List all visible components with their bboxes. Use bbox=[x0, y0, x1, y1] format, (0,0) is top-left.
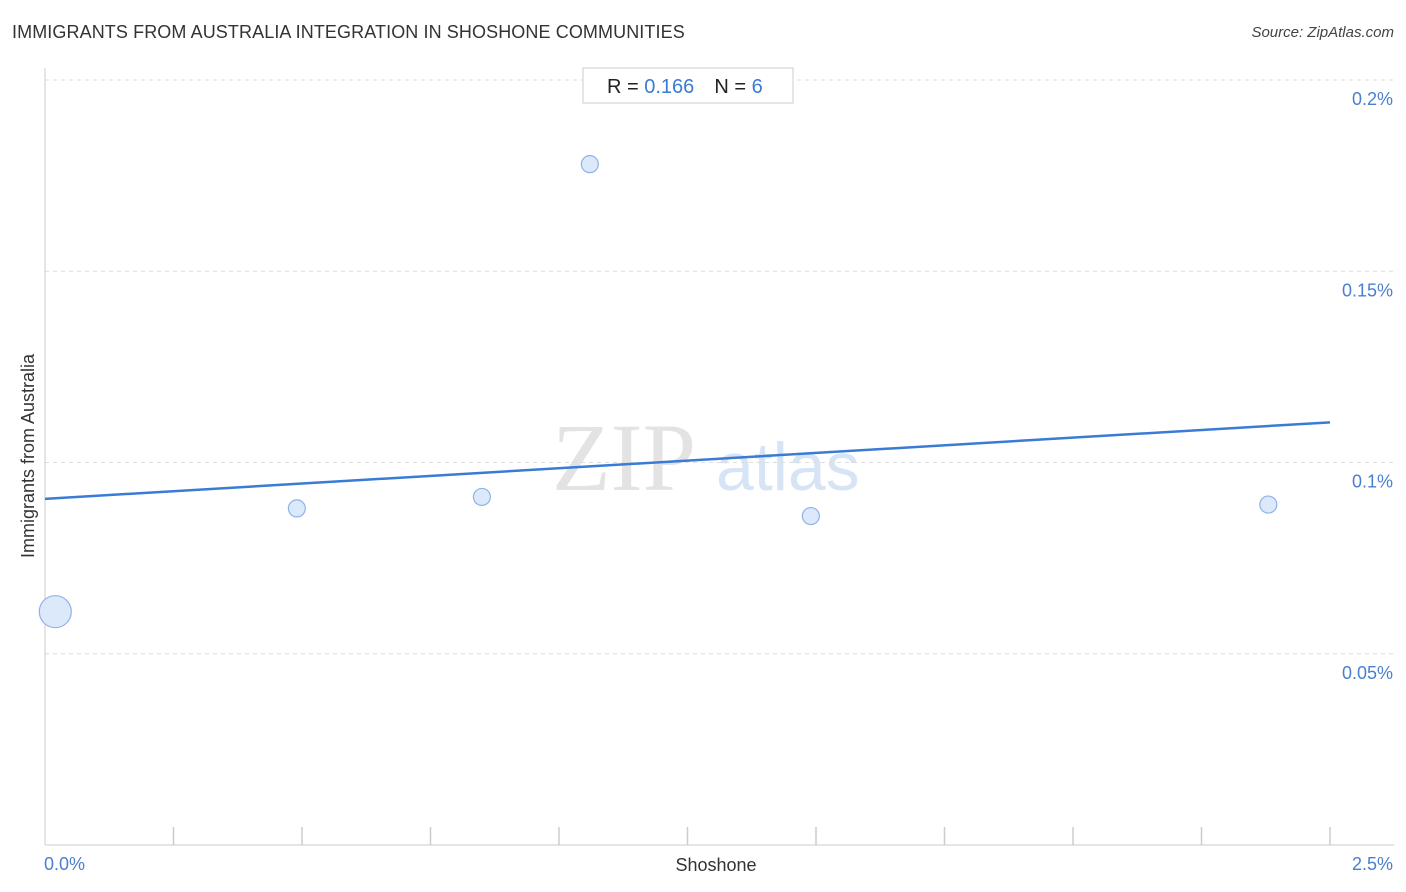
r-label: R = bbox=[607, 76, 644, 98]
stats-box-frame bbox=[582, 67, 794, 104]
data-point bbox=[580, 155, 599, 174]
watermark-zip: ZIP bbox=[552, 404, 696, 511]
data-point bbox=[38, 595, 72, 629]
y-tick-label: 0.15% bbox=[1342, 280, 1393, 300]
r-value: 0.166 bbox=[644, 76, 694, 98]
x-axis-tick-labels: 0.0% 2.5% bbox=[44, 854, 1393, 874]
data-point bbox=[1259, 495, 1278, 514]
x-axis-title: Shoshone bbox=[675, 855, 756, 875]
chart-title: IMMIGRANTS FROM AUSTRALIA INTEGRATION IN… bbox=[12, 22, 685, 42]
data-point bbox=[801, 506, 820, 526]
stats-box: R = 0.166 N = 6 bbox=[582, 67, 794, 104]
grid-lines bbox=[45, 79, 1394, 655]
watermark-atlas: atlas bbox=[716, 429, 860, 505]
x-tick-label: 0.0% bbox=[44, 854, 85, 874]
data-points bbox=[38, 155, 1278, 629]
y-axis-tick-labels: 0.05% 0.1% 0.15% 0.2% bbox=[1342, 89, 1393, 683]
source-credit: Source: ZipAtlas.com bbox=[1251, 24, 1394, 41]
data-point bbox=[287, 499, 306, 518]
y-axis-title: Immigrants from Australia bbox=[18, 353, 38, 558]
n-label: N = bbox=[714, 76, 751, 98]
x-axis-ticks bbox=[172, 827, 1331, 845]
watermark: ZIP atlas bbox=[552, 404, 860, 511]
y-tick-label: 0.05% bbox=[1342, 663, 1393, 683]
y-tick-label: 0.2% bbox=[1352, 89, 1393, 109]
data-point bbox=[472, 487, 491, 507]
stats-text: R = 0.166 N = 6 bbox=[607, 76, 763, 98]
y-tick-label: 0.1% bbox=[1352, 472, 1393, 492]
n-value: 6 bbox=[752, 76, 763, 98]
x-tick-label: 2.5% bbox=[1352, 854, 1393, 874]
trend-line bbox=[44, 421, 1331, 501]
